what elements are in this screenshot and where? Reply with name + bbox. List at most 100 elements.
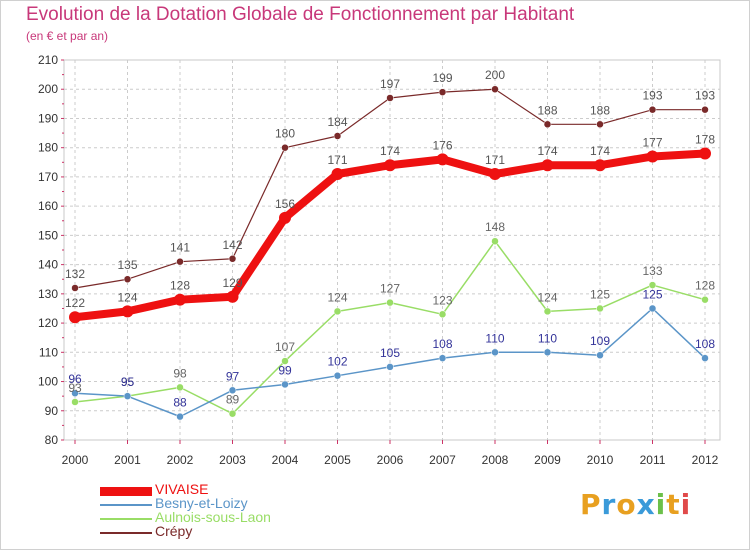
data-label-crepy: 193 [695,89,715,103]
data-label-besny-et-loizy: 125 [642,287,662,301]
data-point-crepy [176,257,184,266]
data-label-aulnois-sous-laon: 123 [432,293,452,307]
data-label-crepy: 184 [327,115,347,129]
data-label-besny-et-loizy: 108 [432,337,452,351]
data-point-crepy [333,132,342,140]
data-point-crepy [386,94,394,102]
legend-label: Aulnois-sous-Laon [155,509,271,525]
data-point-aulnois-sous-laon [596,304,604,313]
data-label-besny-et-loizy: 110 [538,331,557,345]
data-label-crepy: 188 [537,103,557,117]
x-tick-label: 2003 [219,453,246,467]
data-point-vivaise [646,150,659,163]
x-tick-label: 2005 [324,453,351,467]
data-label-vivaise: 128 [170,279,190,293]
legend-swatch [100,504,152,506]
data-label-besny-et-loizy: 102 [327,355,347,369]
data-label-besny-et-loizy: 96 [68,372,82,386]
grid [64,60,720,440]
data-label-crepy: 141 [170,241,190,255]
data-label-aulnois-sous-laon: 148 [485,220,505,234]
data-point-besny-et-loizy [333,371,342,380]
data-labels: 132 135 141 142 180 184 197 199 200 188 188 193 193 9… [65,68,715,409]
data-label-besny-et-loizy: 97 [226,369,240,383]
data-point-besny-et-loizy [71,389,79,397]
y-tick-label: 190 [38,111,58,125]
axes: 8090100110120130140150160170180190200210… [38,53,719,467]
data-label-aulnois-sous-laon: 127 [380,282,400,296]
y-tick-label: 140 [38,258,58,272]
data-point-besny-et-loizy [491,348,499,357]
data-label-vivaise: 124 [117,290,137,304]
data-point-besny-et-loizy [596,351,604,359]
y-tick-label: 100 [38,375,58,389]
data-label-besny-et-loizy: 99 [278,363,292,377]
data-label-aulnois-sous-laon: 95 [121,375,135,389]
data-point-crepy [123,275,132,283]
data-label-aulnois-sous-laon: 107 [275,340,295,354]
data-point-crepy [648,105,657,114]
data-point-aulnois-sous-laon [333,307,342,316]
data-point-besny-et-loizy [281,380,289,389]
data-point-besny-et-loizy [701,354,709,362]
x-tick-label: 2010 [587,453,614,467]
y-tick-label: 170 [38,170,58,184]
data-label-crepy: 188 [590,103,610,117]
data-point-aulnois-sous-laon [701,295,709,304]
data-label-vivaise: 174 [537,144,557,158]
data-label-aulnois-sous-laon: 124 [537,290,557,304]
data-label-vivaise: 122 [65,296,85,310]
y-tick-label: 180 [38,141,58,155]
data-label-vivaise: 129 [222,276,242,290]
data-label-vivaise: 176 [432,138,452,152]
legend-swatch [100,486,152,496]
x-tick-label: 2008 [482,453,509,467]
x-tick-label: 2002 [167,453,194,467]
data-point-besny-et-loizy [438,354,447,362]
data-point-vivaise [384,159,396,172]
data-point-vivaise [541,159,554,172]
x-tick-label: 2011 [640,453,666,467]
y-tick-label: 120 [38,316,58,330]
data-label-besny-et-loizy: 95 [121,375,135,389]
data-point-crepy [71,284,79,292]
y-tick-label: 200 [38,82,58,96]
data-label-crepy: 200 [485,68,505,82]
data-point-besny-et-loizy [386,363,394,371]
data-point-aulnois-sous-laon [648,281,657,289]
data-point-aulnois-sous-laon [491,237,499,245]
data-label-crepy: 180 [275,127,295,141]
data-point-vivaise [436,153,449,166]
proxiti-logo: Proxiti [580,488,691,521]
data-label-aulnois-sous-laon: 125 [590,287,610,301]
data-label-besny-et-loizy: 88 [173,396,187,410]
data-label-besny-et-loizy: 109 [590,334,610,348]
data-label-aulnois-sous-laon: 93 [68,381,82,395]
data-point-vivaise [594,159,606,172]
logo-letter: i [680,488,692,521]
data-point-aulnois-sous-laon [281,357,289,365]
data-point-besny-et-loizy [123,392,132,400]
data-point-vivaise [331,168,344,180]
data-point-besny-et-loizy [176,412,184,421]
plot-area [63,59,721,441]
data-point-vivaise [279,211,291,224]
data-point-vivaise [489,168,501,180]
x-tick-label: 2001 [114,453,141,467]
data-label-vivaise: 171 [485,153,505,167]
logo-letter: t [666,488,681,521]
data-point-vivaise [69,311,81,324]
data-label-aulnois-sous-laon: 89 [226,393,240,407]
legend-swatch [100,532,152,534]
data-label-vivaise: 174 [380,144,400,158]
x-tick-label: 2009 [534,453,561,467]
data-label-vivaise: 171 [327,153,347,167]
logo-letter: x [636,488,656,521]
data-point-crepy [438,88,447,96]
data-point-aulnois-sous-laon [176,383,184,392]
data-point-besny-et-loizy [648,304,657,313]
data-label-crepy: 197 [380,77,400,91]
data-point-crepy [543,120,552,129]
y-tick-label: 210 [38,53,58,67]
x-tick-label: 2004 [272,453,299,467]
